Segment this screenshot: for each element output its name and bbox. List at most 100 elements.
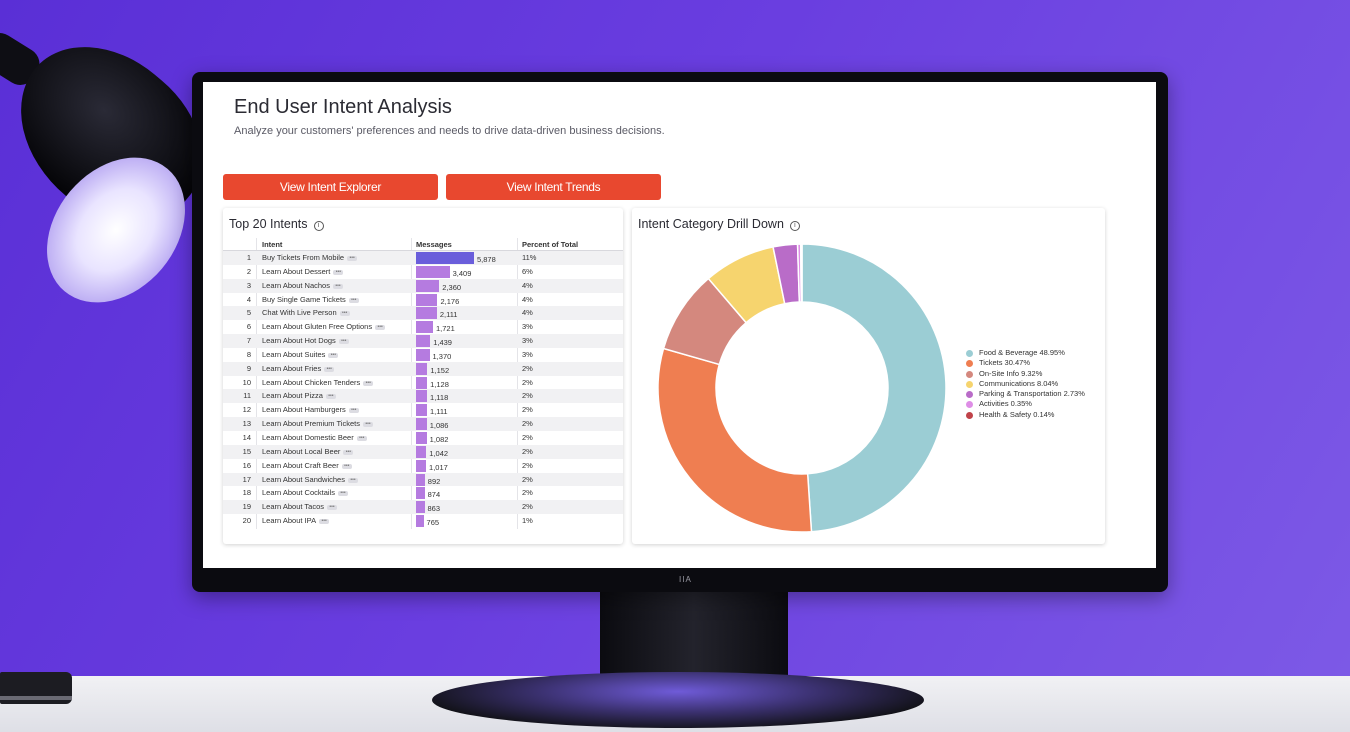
more-options-icon[interactable]: ••• [337, 491, 348, 497]
donut-slice[interactable] [799, 243, 803, 303]
table-row[interactable]: 6 Learn About Gluten Free Options ••• 1,721… [223, 320, 623, 334]
more-options-icon[interactable]: ••• [319, 519, 330, 525]
intent-name[interactable]: Buy Tickets From Mobile ••• [262, 253, 358, 262]
intent-name[interactable]: Learn About Premium Tickets ••• [262, 419, 373, 428]
table-row[interactable]: 16 Learn About Craft Beer ••• 1,017 2% [223, 459, 623, 473]
messages-value: 1,042 [429, 448, 449, 458]
legend-item[interactable]: Tickets 30.47% [966, 358, 1096, 368]
more-options-icon[interactable]: ••• [343, 449, 354, 455]
messages-bar [416, 293, 438, 306]
legend-item[interactable]: Communications 8.04% [966, 379, 1096, 389]
view-intent-trends-button[interactable]: View Intent Trends [446, 174, 661, 200]
legend-label: Activities 0.35% [979, 399, 1032, 409]
more-options-icon[interactable]: ••• [348, 408, 359, 414]
intent-label: Learn About Hot Dogs [262, 336, 336, 346]
more-options-icon[interactable]: ••• [325, 394, 336, 400]
table-row[interactable]: 14 Learn About Domestic Beer ••• 1,082 2% [223, 431, 623, 445]
view-intent-explorer-button[interactable]: View Intent Explorer [223, 174, 438, 200]
messages-value: 892 [427, 476, 441, 486]
intent-name[interactable]: Learn About Suites ••• [262, 350, 339, 359]
intent-name[interactable]: Learn About Tacos ••• [262, 502, 337, 511]
legend-item[interactable]: On-Site Info 9.32% [966, 369, 1096, 379]
table-row[interactable]: 8 Learn About Suites ••• 1,370 3% [223, 348, 623, 362]
more-options-icon[interactable]: ••• [362, 422, 373, 428]
table-row[interactable]: 7 Learn About Hot Dogs ••• 1,439 3% [223, 334, 623, 348]
more-options-icon[interactable]: ••• [347, 256, 358, 261]
table-row[interactable]: 17 Learn About Sandwiches ••• 892 2% [223, 472, 623, 487]
donut-slice[interactable] [657, 347, 813, 533]
intents-table: Intent Messages Percent of Total 1 Buy Ti… [223, 238, 623, 529]
messages-bar [416, 445, 427, 458]
table-row[interactable]: 11 Learn About Pizza ••• 1,118 2% [223, 389, 623, 404]
intent-name[interactable]: Learn About Dessert ••• [262, 267, 344, 276]
intent-name[interactable]: Buy Single Game Tickets ••• [262, 295, 359, 304]
intent-name[interactable]: Learn About Sandwiches ••• [262, 475, 358, 484]
intent-name[interactable]: Learn About Gluten Free Options ••• [262, 322, 386, 332]
more-options-icon[interactable]: ••• [375, 325, 386, 331]
table-row[interactable]: 12 Learn About Hamburgers ••• 1,111 2% [223, 403, 623, 417]
table-row[interactable]: 10 Learn About Chicken Tenders ••• 1,128 2% [223, 376, 623, 390]
intent-name[interactable]: Learn About Hot Dogs ••• [262, 336, 349, 345]
intent-name[interactable]: Learn About Craft Beer ••• [262, 461, 352, 470]
legend-item[interactable]: Food & Beverage 48.95% [966, 348, 1096, 358]
more-options-icon[interactable]: ••• [338, 339, 349, 345]
table-row[interactable]: 3 Learn About Nachos ••• 2,360 4% [223, 278, 623, 293]
intent-name[interactable]: Learn About IPA ••• [262, 516, 330, 525]
more-options-icon[interactable]: ••• [348, 297, 359, 303]
table-row[interactable]: 18 Learn About Cocktails ••• 874 2% [223, 486, 623, 500]
row-number: 9 [246, 363, 251, 373]
legend-item[interactable]: Parking & Transportation 2.73% [966, 389, 1096, 399]
more-options-icon[interactable]: ••• [332, 283, 343, 289]
percent-value: 2% [522, 446, 533, 456]
table-row[interactable]: 2 Learn About Dessert ••• 3,409 6% [223, 265, 623, 279]
messages-bar [416, 487, 425, 500]
table-row[interactable]: 9 Learn About Fries ••• 1,152 2% [223, 361, 623, 376]
table-row[interactable]: 15 Learn About Local Beer ••• 1,042 2% [223, 444, 623, 459]
messages-bar [416, 348, 430, 361]
intent-name[interactable]: Learn About Hamburgers ••• [262, 405, 359, 414]
column-divider [256, 238, 257, 529]
more-options-icon[interactable]: ••• [324, 366, 335, 372]
donut-slice[interactable] [801, 243, 947, 533]
table-row[interactable]: 1 Buy Tickets From Mobile ••• 5,878 11% [223, 251, 623, 265]
intent-name[interactable]: Learn About Fries ••• [262, 364, 335, 373]
legend-swatch [966, 401, 973, 409]
legend-label: On-Site Info 9.32% [979, 368, 1043, 378]
legend-item[interactable]: Health & Safety 0.14% [966, 410, 1096, 420]
messages-value: 1,082 [429, 434, 449, 444]
intent-name[interactable]: Learn About Local Beer ••• [262, 446, 354, 456]
more-options-icon[interactable]: ••• [363, 380, 374, 386]
table-row[interactable]: 4 Buy Single Game Tickets ••• 2,176 4% [223, 293, 623, 307]
table-row[interactable]: 20 Learn About IPA ••• 765 1% [223, 514, 623, 528]
legend-label: Communications 8.04% [979, 378, 1059, 388]
intent-name[interactable]: Learn About Domestic Beer ••• [262, 433, 367, 442]
intent-name[interactable]: Learn About Chicken Tenders ••• [262, 378, 374, 387]
more-options-icon[interactable]: ••• [341, 463, 352, 469]
more-options-icon[interactable]: ••• [356, 435, 367, 441]
intent-name[interactable]: Learn About Nachos ••• [262, 281, 343, 290]
more-options-icon[interactable]: ••• [327, 505, 337, 511]
intent-label: Learn About Gluten Free Options [262, 322, 373, 332]
more-options-icon[interactable]: ••• [328, 352, 339, 358]
table-row[interactable]: 19 Learn About Tacos ••• 863 2% [223, 500, 623, 515]
intent-label: Learn About Local Beer [262, 446, 341, 456]
column-header-intent[interactable]: Intent [262, 240, 283, 249]
table-row[interactable]: 13 Learn About Premium Tickets ••• 1,086 2% [223, 417, 623, 431]
intent-name[interactable]: Learn About Cocktails ••• [262, 488, 348, 497]
intent-label: Learn About Hamburgers [262, 405, 346, 415]
row-number: 20 [242, 516, 251, 526]
intent-name[interactable]: Learn About Pizza ••• [262, 391, 336, 400]
legend-item[interactable]: Activities 0.35% [966, 399, 1096, 409]
intent-name[interactable]: Chat With Live Person ••• [262, 308, 350, 317]
more-options-icon[interactable]: ••• [339, 311, 350, 317]
table-row[interactable]: 5 Chat With Live Person ••• 2,111 4% [223, 306, 623, 321]
messages-value: 2,111 [439, 310, 458, 320]
column-divider [517, 238, 518, 529]
info-icon[interactable]: i [313, 221, 324, 231]
more-options-icon[interactable]: ••• [333, 269, 344, 275]
more-options-icon[interactable]: ••• [347, 477, 358, 483]
column-header-messages[interactable]: Messages [416, 240, 452, 249]
info-icon[interactable]: i [789, 221, 800, 231]
column-header-percent[interactable]: Percent of Total [522, 240, 579, 249]
messages-bar [416, 431, 427, 444]
